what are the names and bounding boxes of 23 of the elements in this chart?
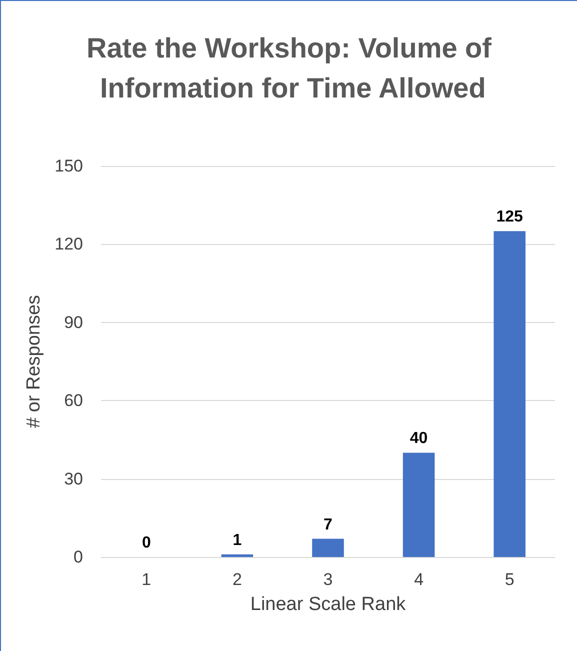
data-label: 0 — [142, 534, 151, 552]
bar — [221, 554, 254, 557]
x-tick-label: 5 — [504, 570, 514, 589]
y-tick-label: 150 — [54, 156, 83, 176]
y-tick-label: 30 — [64, 469, 83, 488]
y-axis-title: # or Responses — [24, 294, 45, 428]
data-label: 125 — [496, 208, 524, 226]
x-tick-label: 4 — [414, 570, 424, 589]
data-label: 40 — [410, 430, 428, 448]
bar — [402, 452, 435, 557]
y-tick-label: 90 — [64, 312, 83, 332]
x-tick-label: 2 — [232, 570, 242, 589]
x-tick-label: 3 — [323, 570, 333, 589]
chart-title: Rate the Workshop: Volume of Information for Time Allowed — [86, 32, 492, 104]
data-label: 1 — [232, 532, 242, 549]
y-tick-label: 60 — [64, 391, 83, 410]
data-label: 7 — [324, 516, 333, 534]
y-tick-label: 0 — [74, 548, 83, 566]
x-tick-label: 1 — [142, 570, 152, 589]
bar — [494, 231, 526, 557]
x-axis-title: Linear Scale Rank — [250, 594, 406, 615]
bar — [312, 538, 344, 557]
y-tick-label: 120 — [54, 234, 83, 254]
